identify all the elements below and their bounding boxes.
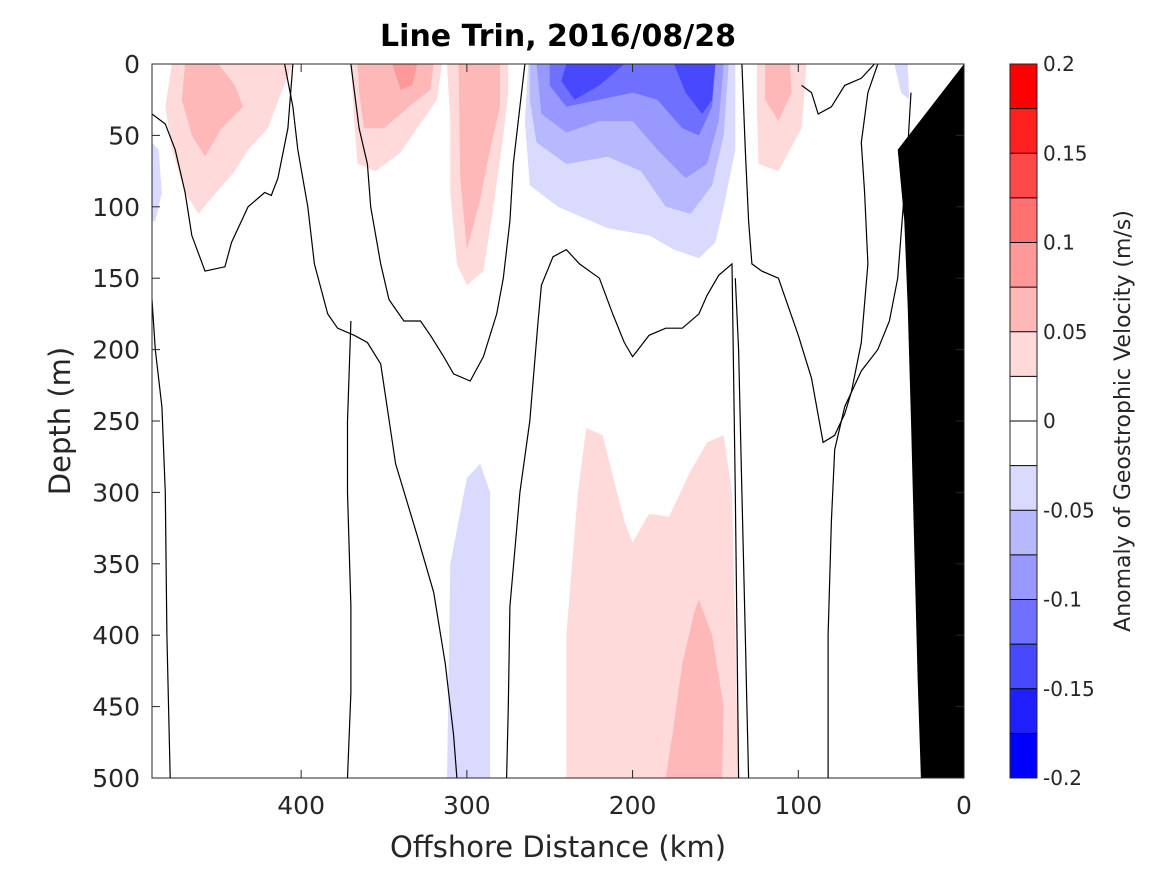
x-tick-label-0: 400 [277, 791, 325, 820]
bathymetry-layer [897, 64, 964, 778]
y-tick-label-1: 50 [108, 121, 140, 150]
contour-region-15 [894, 64, 915, 104]
zero-contour-line-5 [506, 248, 740, 778]
colorbar-band-5 [1010, 510, 1037, 555]
y-tick-label-2: 100 [92, 193, 140, 222]
contour-region-6 [458, 64, 500, 250]
filled-contour-regions [152, 64, 915, 778]
colorbar-band-8 [1010, 376, 1037, 421]
contour-region-3 [357, 64, 434, 129]
y-tick-label-6: 300 [92, 478, 140, 507]
y-tick-label-10: 500 [92, 764, 140, 793]
colorbar-title: Anomaly of Geostrophic Velocity (m/s) [1111, 210, 1136, 632]
zero-contour-line-7 [734, 278, 750, 778]
colorbar-tick-label-5: 0.05 [1043, 320, 1088, 344]
y-axis: 0 50 100 150 200 250 300 350 400 450 500 [92, 50, 964, 793]
y-tick-label-5: 250 [92, 407, 140, 436]
y-tick-label-3: 150 [92, 264, 140, 293]
colorbar-band-11 [1010, 242, 1037, 288]
y-tick-label-4: 200 [92, 336, 140, 365]
colorbar-band-3 [1010, 599, 1037, 645]
contour-region-11 [561, 64, 625, 100]
colorbar-band-0 [1010, 733, 1037, 778]
y-tick-label-7: 350 [92, 550, 140, 579]
x-axis-title: Offshore Distance (km) [390, 830, 726, 864]
colorbar-tick-label-7: 0.15 [1043, 141, 1088, 165]
y-axis-title: Depth (m) [43, 347, 77, 495]
colorbar-band-14 [1010, 108, 1037, 154]
zero-contour-line-6 [741, 64, 879, 444]
colorbar-tick-label-6: 0.1 [1043, 231, 1075, 255]
zero-contour-line-0 [152, 64, 294, 272]
colorbar-band-9 [1010, 331, 1037, 377]
contour-region-16 [152, 142, 162, 222]
contour-region-1 [181, 64, 244, 157]
colorbar-band-6 [1010, 465, 1037, 511]
colorbar-band-7 [1010, 421, 1037, 466]
zero-contour-line-4 [346, 320, 352, 778]
contour-region-17 [447, 463, 491, 778]
colorbar-tick-label-2: -0.1 [1043, 588, 1082, 612]
colorbar-band-12 [1010, 197, 1037, 243]
colorbar-band-1 [1010, 688, 1037, 734]
x-tick-label-4: 0 [956, 791, 972, 820]
y-tick-label-0: 0 [124, 50, 140, 79]
colorbar-band-13 [1010, 153, 1037, 198]
contour-region-14 [765, 64, 792, 122]
zero-contour-line-8 [801, 64, 875, 115]
x-tick-label-3: 100 [774, 791, 822, 820]
colorbar-band-2 [1010, 644, 1037, 689]
colorbar-tick-label-4: 0 [1043, 409, 1056, 433]
colorbar-tick-label-0: -0.2 [1043, 766, 1082, 790]
bathymetry [897, 64, 964, 778]
colorbar-tick-label-8: 0.2 [1043, 52, 1075, 76]
colorbar-frame [1009, 63, 1038, 779]
chart-title: Line Trin, 2016/08/28 [380, 19, 736, 54]
zero-contour-line-1 [152, 299, 171, 778]
x-axis: 400 300 200 100 0 [277, 64, 972, 820]
colorbar: -0.2 -0.15 -0.1 -0.05 0 0.05 0.1 0.15 0.2 [1009, 52, 1095, 790]
contour-region-12 [674, 64, 716, 114]
zero-contour-line-3 [350, 64, 526, 382]
contour-region-4 [392, 64, 418, 90]
contour-region-19 [665, 599, 724, 778]
colorbar-band-10 [1010, 287, 1037, 332]
y-tick-label-8: 400 [92, 621, 140, 650]
colorbar-band-15 [1010, 64, 1037, 109]
zero-contour-line-2 [284, 64, 458, 778]
x-tick-label-2: 200 [609, 791, 657, 820]
colorbar-tick-label-3: -0.05 [1043, 498, 1095, 522]
x-tick-label-1: 300 [443, 791, 491, 820]
colorbar-band-4 [1010, 554, 1037, 600]
y-tick-label-9: 450 [92, 693, 140, 722]
colorbar-tick-label-1: -0.15 [1043, 677, 1095, 701]
